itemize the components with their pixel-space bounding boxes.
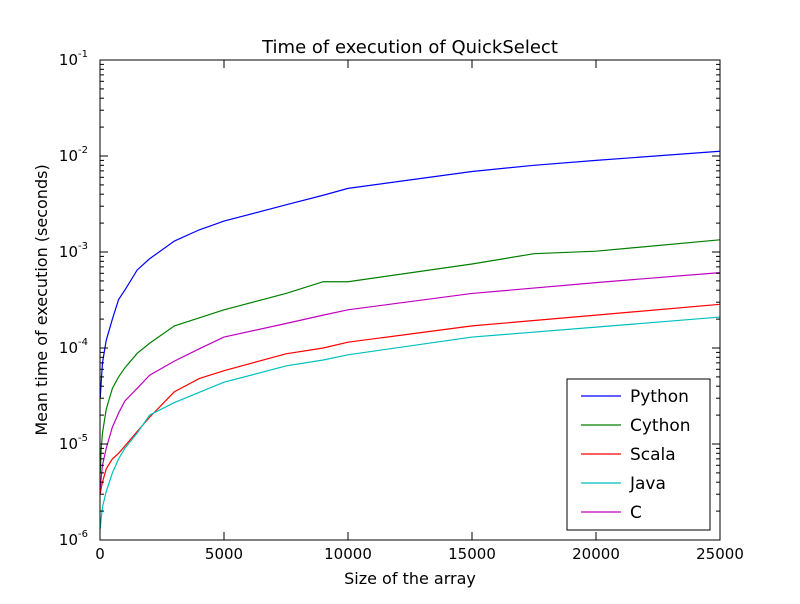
x-tick-label: 20000 — [572, 545, 620, 563]
legend-label-cython: Cython — [630, 416, 691, 436]
legend-label-scala: Scala — [630, 445, 676, 465]
y-tick-label: 10-4 — [59, 337, 88, 357]
series-line-c — [99, 272, 721, 488]
series-layer — [99, 150, 721, 530]
chart-title: Time of execution of QuickSelect — [261, 37, 558, 58]
y-tick-label: 10-1 — [59, 49, 88, 69]
y-tick-label: 10-2 — [59, 145, 88, 165]
series-line-python — [99, 150, 721, 399]
series-line-java — [99, 316, 721, 530]
y-axis-label: Mean time of execution (seconds) — [32, 164, 51, 435]
legend-label-c: C — [630, 503, 642, 523]
x-axis-label: Size of the array — [344, 569, 476, 588]
series-line-cython — [99, 239, 721, 473]
plot-area-frame — [99, 59, 721, 541]
x-tick-label: 0 — [95, 545, 105, 563]
legend-label-java: Java — [629, 474, 666, 494]
legend: Python Cython Scala Java C — [566, 378, 711, 531]
legend-label-python: Python — [630, 387, 689, 407]
x-tick-label: 5000 — [205, 545, 243, 563]
x-tick-label: 25000 — [696, 545, 744, 563]
y-tick-label: 10-5 — [59, 433, 88, 453]
y-tick-label: 10-6 — [59, 529, 88, 549]
series-line-scala — [99, 303, 721, 495]
x-tick-label: 10000 — [324, 545, 372, 563]
x-tick-label: 15000 — [448, 545, 496, 563]
y-tick-label: 10-3 — [59, 241, 88, 261]
